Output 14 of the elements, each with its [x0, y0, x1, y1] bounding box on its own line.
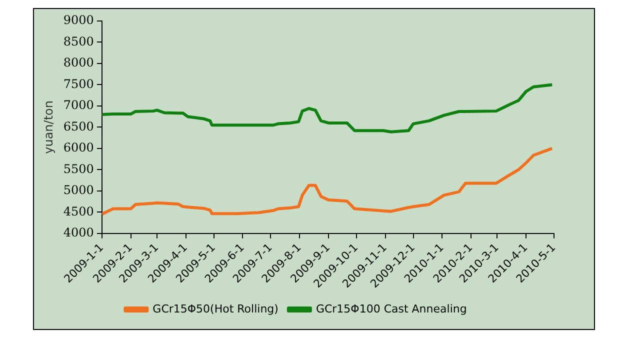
- y-tick-label: 9000: [63, 13, 94, 28]
- y-tick-label: 7500: [63, 76, 94, 91]
- y-tick-label: 8500: [63, 34, 94, 48]
- y-axis-title: yuan/ton: [41, 100, 56, 154]
- y-tick-label: 8000: [63, 56, 94, 70]
- y-tick-label: 5500: [63, 162, 94, 176]
- y-tick-label: 4000: [63, 226, 94, 240]
- y-tick-label: 7000: [63, 98, 94, 112]
- y-tick-label: 6000: [63, 140, 94, 155]
- y-tick-label: 6500: [63, 119, 94, 134]
- y-tick-label: 5000: [63, 183, 94, 198]
- legend-label: GCr15Φ100 Cast Annealing: [316, 302, 467, 316]
- legend-label: GCr15Φ50(Hot Rolling): [152, 302, 278, 316]
- y-tick-label: 4500: [63, 204, 94, 218]
